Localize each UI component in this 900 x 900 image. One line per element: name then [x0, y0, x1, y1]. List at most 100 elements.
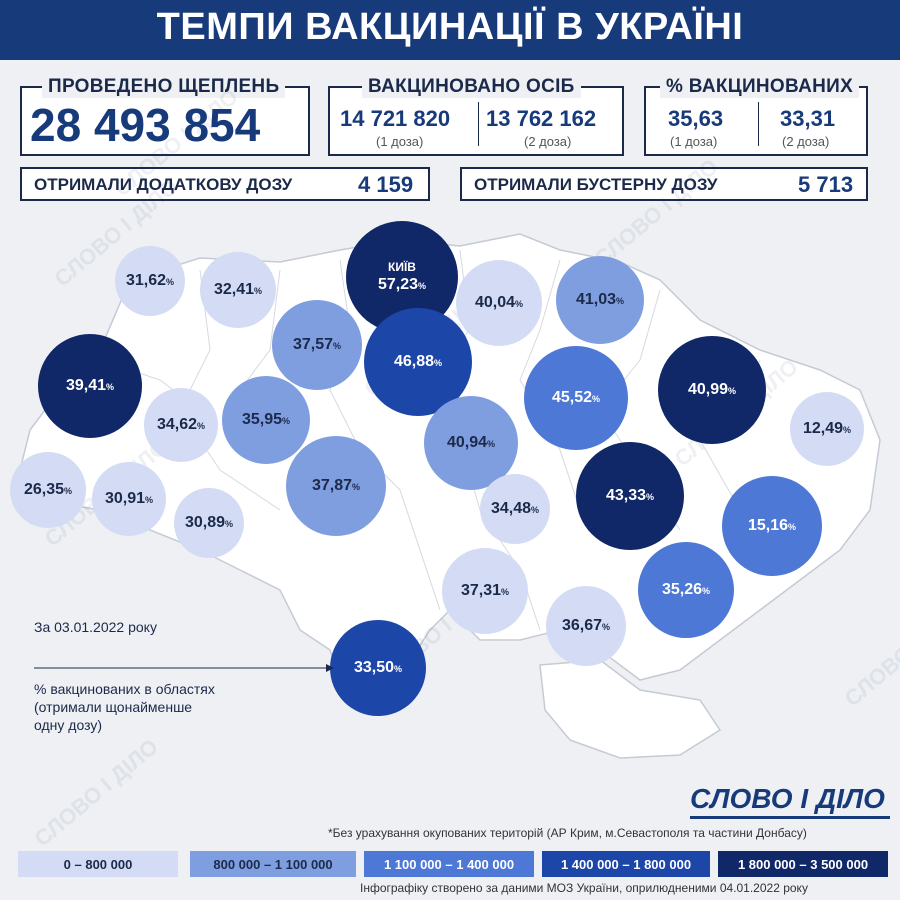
vaccinated-persons-label: ВАКЦИНОВАНО ОСІБ [362, 76, 581, 98]
legend-label: 1 400 000 – 1 800 000 [560, 856, 692, 872]
total-vaccinations-label: ПРОВЕДЕНО ЩЕПЛЕНЬ [42, 76, 286, 98]
percent-sign: % [145, 495, 154, 505]
region-value: 35,95 [241, 411, 283, 428]
percent-sign: % [197, 421, 206, 431]
percent-sign: % [602, 622, 611, 632]
region-value: 45,52 [551, 389, 593, 406]
legend-label: 800 000 – 1 100 000 [213, 856, 333, 872]
region-value: 31,62 [125, 272, 167, 289]
percent-sign: % [487, 439, 496, 449]
percent-sign: % [501, 587, 510, 597]
page-title: ТЕМПИ ВАКЦИНАЦІЇ В УКРАЇНІ [156, 6, 744, 48]
kyiv-label: КИЇВ [388, 260, 416, 274]
percent-sign: % [254, 286, 263, 296]
region-bubble: 30,89% [174, 488, 244, 558]
region-bubble: 32,41% [200, 252, 276, 328]
percent-sign: % [434, 358, 443, 368]
legend-label: 1 800 000 – 3 500 000 [737, 856, 869, 872]
date-note: За 03.01.2022 року [34, 619, 157, 635]
percent-sign: % [333, 341, 342, 351]
brand-logo: СЛОВО І ДІЛО [690, 783, 885, 814]
percent-dose1-label: (1 доза) [670, 134, 718, 149]
persons-dose1-value: 14 721 820 [340, 106, 451, 131]
region-value: 35,26 [661, 581, 703, 598]
legend-item: 800 000 – 1 100 000 [190, 851, 356, 877]
legend-item: 1 400 000 – 1 800 000 [542, 851, 710, 877]
region-value: 46,88 [393, 353, 435, 370]
percent-sign: % [616, 296, 625, 306]
additional-dose-box: ОТРИМАЛИ ДОДАТКОВУ ДОЗУ 4 159 [20, 167, 430, 201]
percent-sign: % [394, 664, 403, 674]
percent-sign: % [702, 586, 711, 596]
region-value: 33,50 [353, 659, 395, 676]
region-value: 37,87 [311, 477, 353, 494]
region-value: 41,03 [575, 291, 617, 308]
region-bubble: 37,57% [272, 300, 362, 390]
region-bubble-kyiv: КИЇВ 57,23% [346, 221, 458, 333]
explanation-line: одну дозу) [34, 717, 102, 733]
percent-sign: % [788, 522, 797, 532]
explanation-line: (отримали щонайменше [34, 699, 193, 715]
explanation-line: % вакцинованих в областях [34, 681, 215, 697]
region-value: 37,31 [460, 582, 502, 599]
percent-sign: % [282, 416, 291, 426]
additional-dose-label: ОТРИМАЛИ ДОДАТКОВУ ДОЗУ [34, 175, 293, 194]
region-bubble: 40,94% [424, 396, 518, 490]
pointer-arrow [34, 664, 334, 672]
percent-divider [758, 102, 759, 146]
region-value: 30,89 [184, 514, 226, 531]
total-vaccinations-value: 28 493 854 [30, 99, 261, 151]
percent-dose1-value: 35,63 [668, 106, 724, 131]
region-value: 37,57 [292, 336, 334, 353]
region-bubble: 36,67% [546, 586, 626, 666]
percent-sign: % [646, 492, 655, 502]
region-bubble: 46,88% [364, 308, 472, 416]
region-bubble: 33,50% [330, 620, 426, 716]
region-value: 30,91 [104, 490, 146, 507]
percent-sign: % [515, 299, 524, 309]
booster-dose-value: 5 713 [798, 172, 854, 197]
region-bubble: 34,62% [144, 388, 218, 462]
region-value: 40,99 [687, 381, 729, 398]
percent-dose2-label: (2 доза) [782, 134, 830, 149]
region-bubble: 35,95% [222, 376, 310, 464]
percent-sign: % [352, 482, 361, 492]
booster-dose-box: ОТРИМАЛИ БУСТЕРНУ ДОЗУ 5 713 [460, 167, 868, 201]
booster-dose-label: ОТРИМАЛИ БУСТЕРНУ ДОЗУ [474, 175, 718, 194]
percent-sign: % [225, 519, 234, 529]
header-banner: ТЕМПИ ВАКЦИНАЦІЇ В УКРАЇНІ [0, 0, 900, 60]
region-bubble: 43,33% [576, 442, 684, 550]
region-value: 15,16 [747, 517, 789, 534]
percent-sign: % [592, 394, 601, 404]
region-value: 34,62 [156, 416, 198, 433]
region-bubble: 39,41% [38, 334, 142, 438]
logo-underline [690, 816, 890, 819]
crimea-outline [539, 659, 722, 759]
percent-sign: % [843, 425, 852, 435]
percent-vaccinated-box: % ВАКЦИНОВАНИХ 35,63 (1 доза) 33,31 (2 д… [644, 76, 868, 156]
region-value: 12,49 [802, 420, 844, 437]
territory-footnote: *Без урахування окупованих територій (АР… [328, 826, 807, 840]
percent-sign: % [531, 505, 540, 515]
legend-item: 0 – 800 000 [18, 851, 178, 877]
explanation-note: % вакцинованих в областях (отримали щона… [34, 680, 215, 734]
percent-sign: % [64, 486, 73, 496]
region-value: 40,94 [446, 434, 488, 451]
persons-dose1-label: (1 доза) [376, 134, 424, 149]
region-value: 32,41 [213, 281, 255, 298]
legend-label: 1 100 000 – 1 400 000 [383, 856, 515, 872]
persons-dose2-label: (2 доза) [524, 134, 572, 149]
persons-dose2-value: 13 762 162 [486, 106, 597, 131]
region-value: 40,04 [474, 294, 516, 311]
region-value: 39,41 [65, 377, 107, 394]
region-bubble: 26,35% [10, 452, 86, 528]
region-bubble: 30,91% [92, 462, 166, 536]
region-value: 34,48 [490, 500, 532, 517]
region-bubble: 41,03% [556, 256, 644, 344]
region-bubble: 31,62% [115, 246, 185, 316]
region-bubble: 34,48% [480, 474, 550, 544]
legend-item: 1 100 000 – 1 400 000 [364, 851, 534, 877]
region-bubble: 40,04% [456, 260, 542, 346]
region-value: 36,67 [561, 617, 603, 634]
region-value: 43,33 [605, 487, 647, 504]
